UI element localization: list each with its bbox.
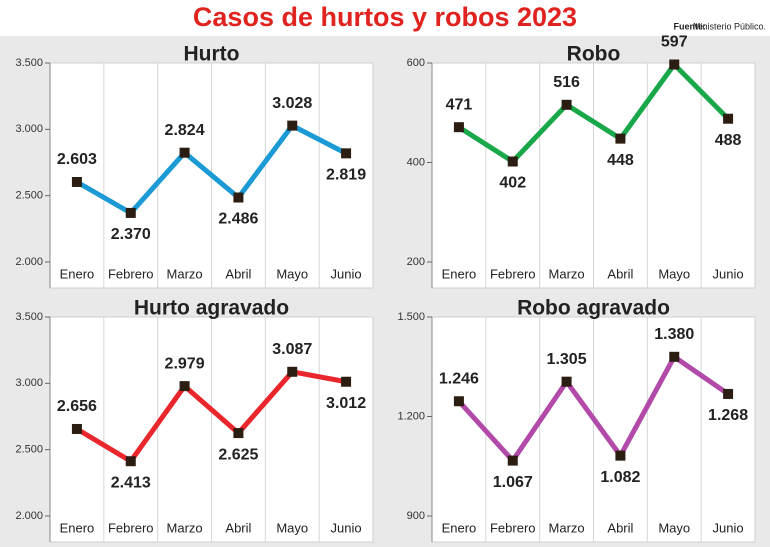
data-label: 471 [446,96,473,113]
y-tick-label: 400 [407,156,425,168]
x-tick-label: Enero [442,520,477,535]
y-tick-label: 3.500 [15,311,43,323]
header-band [0,0,770,36]
y-tick-label: 900 [407,510,425,522]
marker [453,396,464,407]
y-tick-label: 2.000 [15,256,43,268]
marker [615,133,626,144]
x-tick-label: Febrero [108,520,154,535]
data-label: 2.486 [218,211,258,228]
marker [561,376,572,387]
marker [179,381,190,392]
x-tick-label: Junio [331,520,362,535]
x-tick-label: Enero [442,266,477,281]
marker [453,122,464,133]
marker [723,388,734,399]
data-label: 2.819 [326,167,366,184]
x-tick-label: Marzo [167,266,203,281]
marker [233,192,244,203]
marker [507,455,518,466]
data-label: 2.824 [165,122,205,139]
x-tick-label: Abril [225,520,251,535]
y-tick-label: 600 [407,57,425,69]
panel-title: Robo agravado [517,297,670,320]
data-label: 1.082 [600,469,640,486]
data-label: 3.028 [272,95,312,112]
data-label: 516 [553,74,580,91]
y-tick-label: 2.500 [15,444,43,456]
marker [233,428,244,439]
page-title: Casos de hurtos y robos 2023 [193,2,577,32]
marker [287,366,298,377]
data-label: 448 [607,152,634,169]
marker [125,207,136,218]
y-tick-label: 3.000 [15,377,43,389]
marker [179,147,190,158]
y-tick-label: 1.500 [397,311,425,323]
data-label: 2.625 [218,446,258,463]
data-label: 1.305 [547,351,587,368]
line [75,369,347,464]
x-tick-label: Febrero [108,266,154,281]
marker [341,376,352,387]
marker [341,148,352,159]
data-label: 2.656 [57,398,97,415]
line [75,123,348,216]
data-label: 1.246 [439,370,479,387]
marker [71,423,82,434]
data-label: 1.380 [654,326,694,343]
x-tick-label: Abril [225,266,251,281]
x-tick-label: Junio [713,266,744,281]
marker [615,450,626,461]
data-label: 1.268 [708,407,748,424]
marker [287,120,298,131]
x-tick-label: Febrero [490,266,536,281]
data-label: 597 [661,34,688,51]
x-tick-label: Junio [331,266,362,281]
x-tick-label: Febrero [490,520,536,535]
panel-title: Hurto [184,43,240,66]
data-label: 2.370 [111,226,151,243]
x-tick-label: Marzo [549,266,585,281]
x-tick-label: Mayo [658,520,690,535]
marker [71,177,82,188]
data-label: 3.087 [272,341,312,358]
x-tick-label: Abril [607,266,633,281]
y-tick-label: 3.500 [15,57,43,69]
marker [507,156,518,167]
y-tick-label: 3.000 [15,123,43,135]
data-label: 3.012 [326,395,366,412]
data-label: 2.979 [165,355,205,372]
x-tick-label: Enero [60,520,95,535]
marker [723,113,734,124]
marker [125,456,136,467]
marker [669,351,680,362]
x-tick-label: Mayo [276,520,308,535]
line [457,61,730,165]
source: Ministerio Público. [693,21,766,31]
y-tick-label: 1.200 [397,410,425,422]
data-label: 2.603 [57,151,97,168]
marker [561,99,572,110]
x-tick-label: Enero [60,266,95,281]
y-tick-label: 200 [407,256,425,268]
line [457,354,730,464]
source-label: Fuente: [674,21,707,31]
marker [669,59,680,70]
data-label: 402 [499,175,526,192]
panel-title: Hurto agravado [134,297,289,320]
x-tick-label: Mayo [276,266,308,281]
panel-title: Robo [567,43,621,66]
x-tick-label: Marzo [167,520,203,535]
y-tick-label: 2.500 [15,190,43,202]
data-label: 1.067 [493,474,533,491]
x-tick-label: Mayo [658,266,690,281]
x-tick-label: Junio [713,520,744,535]
data-label: 2.413 [111,474,151,491]
x-tick-label: Abril [607,520,633,535]
x-tick-label: Marzo [549,520,585,535]
y-tick-label: 2.000 [15,510,43,522]
data-label: 488 [715,132,742,149]
